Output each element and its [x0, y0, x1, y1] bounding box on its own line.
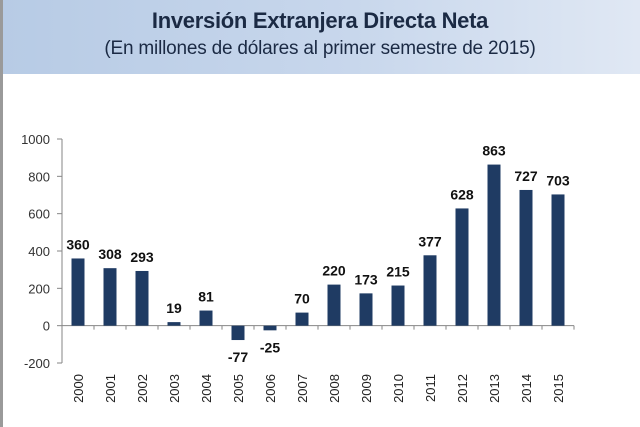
category-labels: 2000 2001 2002 2003 2004 2005 2006 2007 2008 2009… — [71, 374, 566, 403]
data-label: 863 — [482, 143, 506, 159]
data-label: 628 — [450, 186, 474, 202]
y-tick-label: -200 — [24, 356, 50, 371]
bar — [327, 284, 341, 326]
data-label: 377 — [418, 233, 442, 249]
bar — [487, 164, 501, 326]
data-label: 81 — [198, 289, 214, 305]
y-tick-label: 800 — [28, 169, 50, 184]
category-label: 2007 — [295, 374, 310, 403]
data-label: 215 — [386, 264, 410, 280]
bar — [391, 285, 405, 326]
bar — [359, 293, 373, 326]
data-label: 360 — [66, 236, 90, 252]
category-label: 2006 — [263, 374, 278, 403]
data-label: -77 — [228, 349, 248, 365]
data-label: 703 — [546, 172, 570, 188]
category-label: 2003 — [167, 374, 182, 403]
bar — [71, 258, 85, 326]
bar — [231, 325, 245, 341]
data-label: 173 — [354, 271, 378, 287]
title-banner — [3, 0, 640, 74]
category-label: 2011 — [423, 374, 438, 402]
bar — [455, 208, 469, 326]
category-label: 2015 — [551, 374, 566, 403]
y-tick-label: 600 — [28, 207, 50, 222]
data-label: 308 — [98, 246, 122, 262]
category-label: 2013 — [487, 374, 502, 403]
category-label: 2014 — [519, 374, 534, 403]
bar — [519, 189, 533, 326]
y-tick-label: 200 — [28, 281, 50, 296]
category-label: 2012 — [455, 374, 470, 403]
x-axis — [62, 325, 575, 330]
bar — [551, 194, 565, 326]
category-label: 2000 — [71, 374, 86, 403]
data-label: 293 — [130, 249, 154, 265]
category-label: 2005 — [231, 374, 246, 403]
chart-subtitle: (En millones de dólares al primer semest… — [104, 38, 536, 59]
category-label: 2008 — [327, 374, 342, 403]
bar — [103, 268, 117, 326]
data-label: 70 — [294, 291, 310, 307]
data-label: 727 — [514, 168, 538, 184]
category-label: 2002 — [135, 374, 150, 403]
y-axis: -200 0 200 400 600 800 1000 — [21, 132, 63, 371]
data-labels: 360 308 293 19 81 -77 -25 70 220 173 215 377 628 863 7… — [66, 143, 570, 365]
category-label: 2010 — [391, 374, 406, 403]
bar — [263, 325, 277, 331]
data-label: -25 — [260, 339, 280, 355]
y-tick-label: 0 — [43, 319, 50, 334]
category-label: 2009 — [359, 374, 374, 403]
data-label: 19 — [166, 300, 182, 316]
left-border — [0, 0, 3, 427]
bar — [295, 312, 309, 326]
category-label: 2001 — [103, 374, 118, 403]
bar — [199, 310, 213, 326]
data-label: 220 — [322, 263, 346, 279]
chart-title: Inversión Extranjera Directa Neta — [151, 8, 489, 33]
bar — [423, 255, 437, 326]
bar — [167, 322, 181, 326]
y-tick-label: 1000 — [21, 132, 50, 147]
category-label: 2004 — [199, 374, 214, 403]
y-tick-label: 400 — [28, 244, 50, 259]
bars — [71, 164, 565, 341]
bar — [135, 270, 149, 326]
